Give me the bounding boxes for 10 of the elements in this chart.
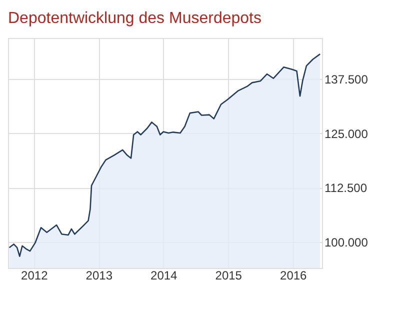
- y-tick-label: 100.000: [324, 235, 368, 250]
- y-tick-label: 125.000: [324, 126, 368, 141]
- x-tick-label: 2013: [86, 268, 113, 282]
- y-tick-label: 112.500: [324, 181, 368, 196]
- x-tick-label: 2015: [215, 268, 242, 282]
- x-tick-label: 2014: [150, 268, 178, 282]
- x-tick-label: 2016: [280, 268, 308, 282]
- chart-title: Depotentwicklung des Muserdepots: [8, 10, 262, 27]
- y-tick-label: 137.500: [324, 72, 368, 87]
- x-tick-label: 2012: [21, 268, 48, 282]
